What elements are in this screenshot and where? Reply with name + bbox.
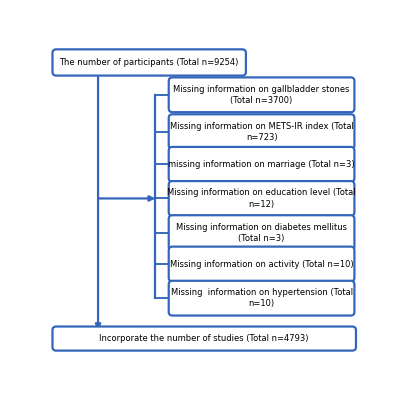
Text: missing information on marriage (Total n=3): missing information on marriage (Total n… bbox=[168, 160, 355, 169]
Text: Incorporate the number of studies (Total n=4793): Incorporate the number of studies (Total… bbox=[100, 334, 309, 343]
Text: Missing information on diabetes mellitus
(Total n=3): Missing information on diabetes mellitus… bbox=[176, 223, 347, 243]
FancyBboxPatch shape bbox=[52, 50, 246, 76]
FancyBboxPatch shape bbox=[169, 147, 354, 182]
FancyBboxPatch shape bbox=[169, 181, 354, 216]
Text: Missing information on activity (Total n=10): Missing information on activity (Total n… bbox=[170, 259, 353, 268]
Text: Missing information on gallbladder stones
(Total n=3700): Missing information on gallbladder stone… bbox=[173, 85, 350, 105]
FancyBboxPatch shape bbox=[52, 327, 356, 350]
FancyBboxPatch shape bbox=[169, 247, 354, 282]
FancyBboxPatch shape bbox=[169, 114, 354, 149]
Text: The number of participants (Total n=9254): The number of participants (Total n=9254… bbox=[60, 58, 239, 67]
FancyBboxPatch shape bbox=[169, 77, 354, 112]
Text: Missing information on education level (Total
n=12): Missing information on education level (… bbox=[167, 188, 356, 209]
FancyBboxPatch shape bbox=[169, 281, 354, 316]
FancyBboxPatch shape bbox=[169, 215, 354, 250]
Text: Missing  information on hypertension (Total
n=10): Missing information on hypertension (Tot… bbox=[170, 288, 353, 308]
Text: Missing information on METS-IR index (Total
n=723): Missing information on METS-IR index (To… bbox=[170, 122, 354, 142]
